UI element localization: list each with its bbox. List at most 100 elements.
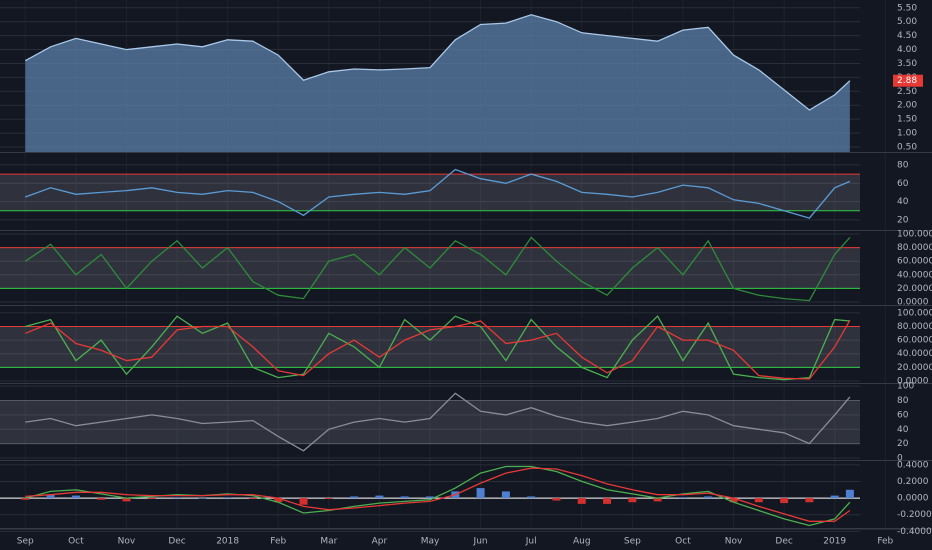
y-tick-label: 40 (897, 425, 909, 435)
x-tick-label: Feb (877, 537, 893, 547)
x-tick-label: Feb (270, 537, 286, 547)
y-tick-label: 0 (897, 453, 903, 463)
series-line (25, 319, 851, 380)
histogram-bar (678, 497, 687, 499)
y-tick-label: -0.2000 (897, 510, 932, 520)
histogram-bar (350, 496, 359, 499)
series-line (25, 168, 851, 219)
histogram-bar (71, 495, 80, 499)
y-tick-label: 4.50 (897, 31, 917, 41)
histogram-bar (552, 498, 561, 501)
y-tick-label: 0.0000 (897, 494, 929, 504)
histogram-bar (147, 498, 156, 499)
histogram-bar (97, 498, 106, 500)
series-line (25, 392, 851, 452)
histogram-bar (729, 498, 738, 503)
histogram-bar (628, 498, 637, 503)
histogram-bar (476, 488, 485, 499)
histogram-bar (754, 498, 763, 503)
x-tick-label: Nov (725, 537, 743, 547)
x-tick-label: Sep (624, 537, 641, 547)
y-tick-label: 20 (897, 215, 909, 225)
y-tick-label: 5.00 (897, 17, 917, 27)
histogram-bar (426, 496, 434, 499)
y-tick-label: 0.0000 (897, 298, 929, 308)
x-tick-label: Oct (675, 537, 691, 547)
histogram-bar (223, 497, 232, 499)
y-tick-label: 80 (897, 160, 909, 170)
x-tick-label: Nov (118, 537, 136, 547)
y-tick-label: 4.00 (897, 45, 917, 55)
y-tick-label: 40.0000 (897, 349, 932, 359)
series-line (25, 467, 851, 522)
y-tick-label: 60 (897, 410, 909, 420)
x-tick-label: Jul (525, 537, 537, 547)
histogram-bar (46, 494, 55, 499)
histogram-bar (248, 498, 257, 499)
histogram-bar (400, 496, 409, 499)
x-tick-label: Mar (320, 537, 337, 547)
series-line (24, 14, 851, 111)
histogram-bar (577, 498, 586, 504)
x-tick-label: Aug (573, 537, 591, 547)
x-tick-label: Apr (372, 537, 388, 547)
area-fill (25, 14, 850, 152)
x-tick-label: Oct (68, 537, 84, 547)
y-tick-label: 1.00 (897, 129, 917, 139)
y-tick-label: 60 (897, 179, 909, 189)
y-tick-label: 1.50 (897, 115, 917, 125)
y-tick-label: 0.0000 (897, 377, 929, 387)
y-tick-label: 2.50 (897, 87, 917, 97)
y-tick-label: 100.0000 (897, 229, 932, 239)
y-tick-label: 20.0000 (897, 363, 932, 373)
y-tick-label: 60.0000 (897, 257, 932, 267)
x-tick-label: May (421, 537, 440, 547)
y-tick-label: -0.4000 (897, 527, 932, 537)
x-tick-label: Sep (17, 537, 34, 547)
histogram-bar (780, 498, 789, 504)
last-price-label: 2.88 (897, 76, 917, 86)
y-tick-label: 2.00 (897, 101, 917, 111)
y-tick-label: 80.0000 (897, 322, 932, 332)
y-tick-label: 40.0000 (897, 270, 932, 280)
y-tick-label: 0.4000 (897, 460, 929, 470)
x-tick-label: Dec (168, 537, 185, 547)
histogram-bar (653, 498, 662, 502)
last-price-box (893, 74, 923, 87)
histogram-bar (324, 498, 333, 499)
y-tick-label: 20.0000 (897, 284, 932, 294)
band (0, 174, 860, 211)
x-tick-label: 2019 (823, 537, 846, 547)
band (0, 400, 860, 444)
histogram-bar (173, 497, 182, 499)
histogram-bar (375, 495, 384, 499)
band (0, 326, 860, 368)
y-tick-label: 0.2000 (897, 477, 929, 487)
histogram-bar (830, 495, 839, 499)
y-tick-label: 5.50 (897, 3, 917, 13)
y-tick-label: 20 (897, 439, 909, 449)
series-line (24, 236, 851, 302)
histogram-bar (845, 489, 854, 499)
histogram-bar (501, 491, 510, 499)
x-tick-label: 2018 (216, 537, 239, 547)
histogram-bar (274, 498, 283, 503)
y-tick-label: 60.0000 (897, 336, 932, 346)
y-tick-label: 80 (897, 396, 909, 406)
x-tick-label: Jun (473, 537, 488, 547)
y-tick-label: 40 (897, 197, 909, 207)
histogram-bar (805, 498, 814, 503)
y-tick-label: 100 (897, 382, 914, 392)
histogram-bar (21, 498, 30, 500)
y-tick-label: 80.0000 (897, 243, 932, 253)
y-tick-label: 3.50 (897, 59, 917, 69)
histogram-bar (603, 498, 612, 504)
y-tick-label: 0.50 (897, 142, 917, 152)
histogram-bar (198, 498, 207, 499)
x-tick-label: Dec (775, 537, 792, 547)
y-tick-label: 100.0000 (897, 308, 932, 318)
histogram-bar (527, 496, 536, 499)
histogram-bar (704, 496, 713, 499)
histogram-bar (299, 498, 308, 505)
